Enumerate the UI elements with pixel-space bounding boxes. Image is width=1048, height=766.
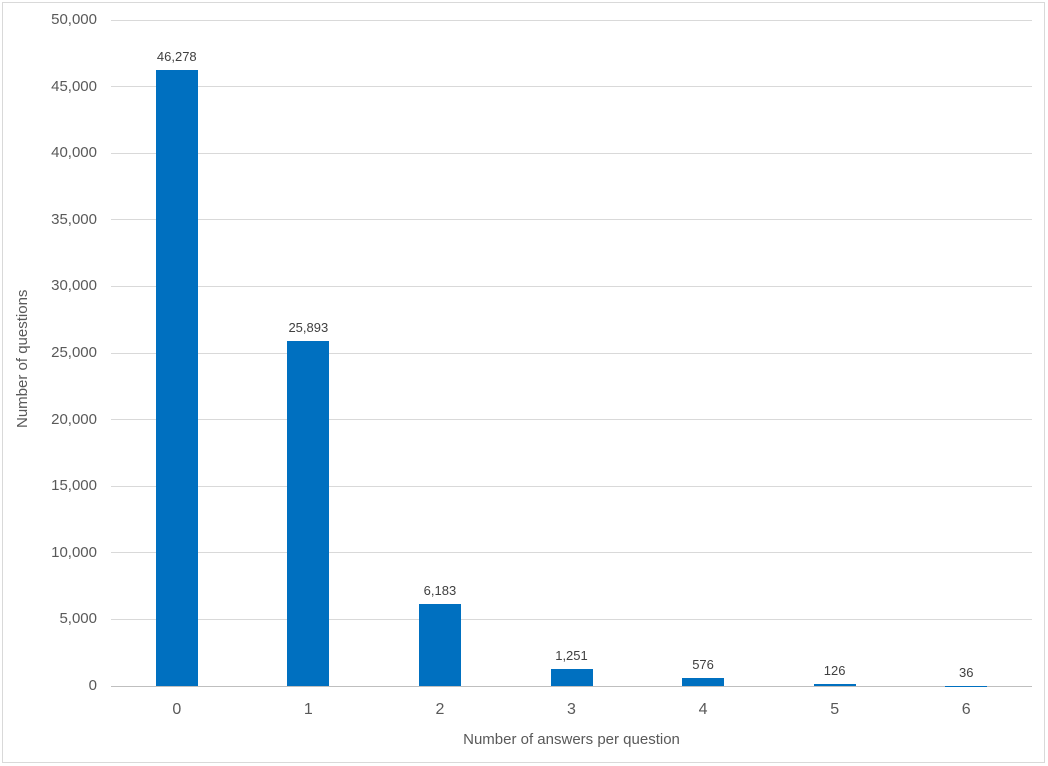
y-axis-tick-label: 5,000 xyxy=(59,610,97,628)
y-axis-tick-label: 30,000 xyxy=(51,277,97,295)
bar-category-3 xyxy=(550,669,593,686)
x-axis-tick-label: 3 xyxy=(567,701,576,718)
bar-value-label: 6,183 xyxy=(423,582,457,598)
gridline xyxy=(111,285,1032,287)
bar-category-1 xyxy=(287,341,330,686)
gridline xyxy=(111,552,1032,554)
gridline xyxy=(111,86,1032,88)
x-axis-tick-label: 6 xyxy=(961,701,971,718)
bar-category-5 xyxy=(813,684,856,686)
gridline xyxy=(111,219,1032,221)
gridline xyxy=(111,485,1032,487)
x-axis-tick-label: 4 xyxy=(698,701,708,718)
gridline xyxy=(111,152,1032,154)
gridline xyxy=(111,419,1032,421)
bar-value-label: 46,278 xyxy=(156,48,197,64)
x-axis-tick-label: 2 xyxy=(435,701,445,718)
gridline xyxy=(111,618,1032,620)
x-axis-tick-label: 1 xyxy=(303,701,313,718)
y-axis-tick-label: 35,000 xyxy=(51,210,97,228)
x-axis-tick-label: 5 xyxy=(830,701,840,718)
bar-value-label: 36 xyxy=(958,664,974,680)
bar-category-4 xyxy=(682,678,725,686)
gridline xyxy=(111,352,1032,354)
x-axis-tick-label: 0 xyxy=(172,701,182,718)
bar-value-label: 126 xyxy=(823,663,846,679)
bar-value-label: 25,893 xyxy=(288,320,329,336)
y-axis-tick-label: 40,000 xyxy=(51,144,97,162)
y-axis-tick-label: 50,000 xyxy=(51,11,97,28)
x-axis-line xyxy=(111,685,1032,687)
y-axis-title: Number of questions xyxy=(14,289,31,428)
bar-category-0 xyxy=(155,69,198,686)
bar-category-2 xyxy=(418,603,461,686)
y-axis-tick-label: 45,000 xyxy=(51,77,97,95)
gridline xyxy=(111,19,1032,21)
y-axis-tick-label: 10,000 xyxy=(51,543,97,561)
bar-value-label: 576 xyxy=(692,657,714,673)
y-axis-tick-label: 15,000 xyxy=(51,477,97,495)
y-axis-tick-label: 20,000 xyxy=(51,410,97,428)
bar-value-label: 1,251 xyxy=(555,648,588,664)
x-axis-title: Number of answers per question xyxy=(463,731,680,748)
y-axis-tick-label: 25,000 xyxy=(51,344,97,361)
y-axis-tick-label: 0 xyxy=(88,677,97,694)
